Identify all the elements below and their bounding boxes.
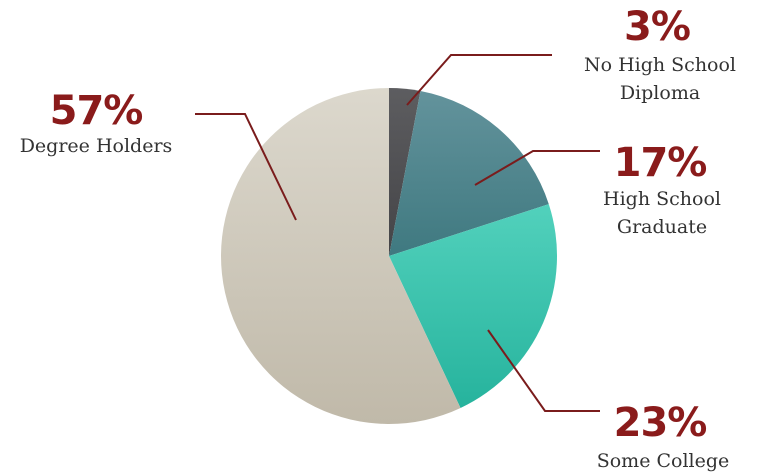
- category-label-3-line-0: Degree Holders: [20, 135, 173, 157]
- category-label-1-line-0: High School: [603, 188, 721, 210]
- value-label-2: 23%: [614, 400, 707, 446]
- leader-line-2: [487, 329, 600, 412]
- value-label-0: 3%: [624, 4, 690, 50]
- pie-slice-0: [389, 88, 421, 256]
- leader-line-3: [195, 113, 297, 221]
- pie-slice-2: [389, 204, 557, 409]
- value-label-3: 57%: [50, 88, 143, 134]
- category-label-2-line-0: Some College: [597, 450, 730, 472]
- category-label-0-line-1: Diploma: [620, 82, 700, 104]
- labels-layer: 3% No High School Diploma 17%High School Gra…: [20, 4, 736, 472]
- category-label-0-line-0: No High School: [584, 54, 736, 76]
- pie-slice-3: [221, 88, 461, 424]
- category-label-1-line-1: Graduate: [617, 216, 707, 238]
- leader-line-1: [474, 150, 600, 186]
- slices-layer: [221, 88, 557, 424]
- pie-slice-1: [389, 90, 549, 256]
- leaders-layer: [195, 54, 600, 412]
- value-label-1: 17%: [614, 140, 707, 186]
- leader-line-0: [406, 54, 552, 106]
